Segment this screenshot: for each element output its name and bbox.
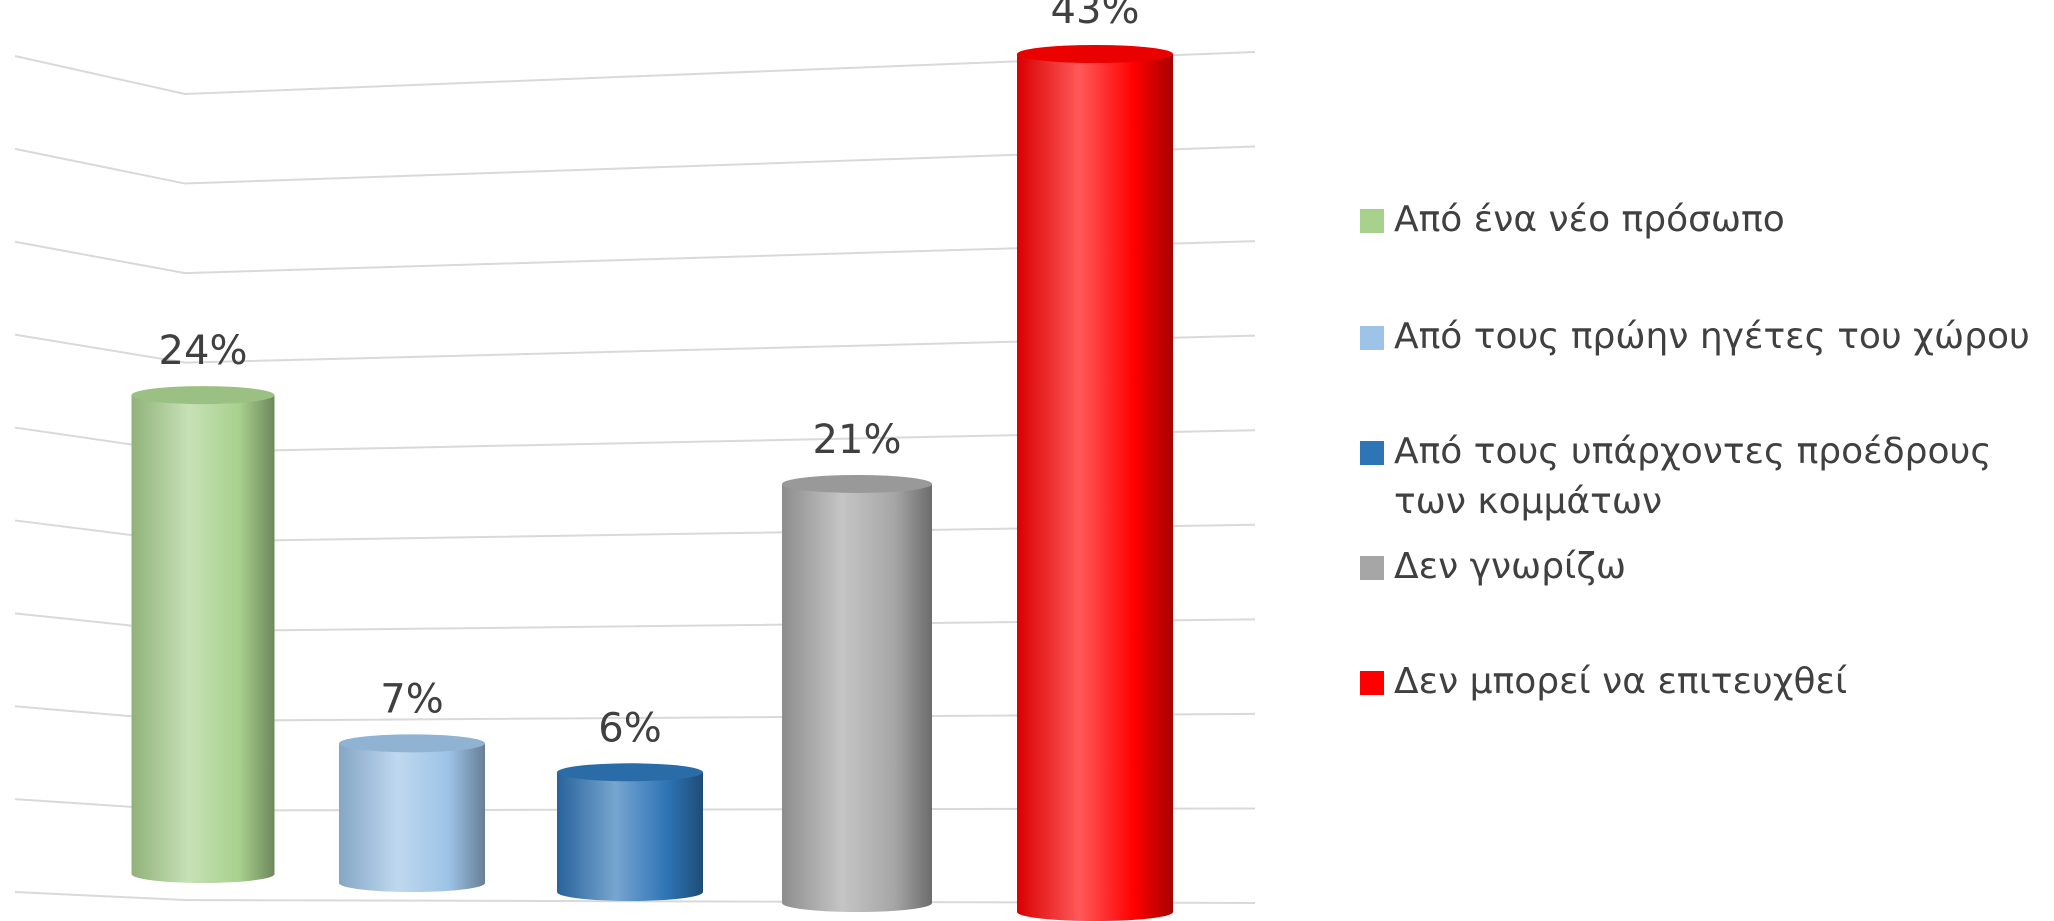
legend-item: Από ένα νέο πρόσωπο xyxy=(1360,195,2040,245)
legend-swatch xyxy=(1360,209,1384,233)
bars xyxy=(131,45,1173,921)
bar xyxy=(782,483,932,912)
data-labels: 24% 7% 6% 21% 43% xyxy=(159,0,1140,751)
legend-item: Από τους πρώην ηγέτες του χώρου xyxy=(1360,312,2040,362)
gridline xyxy=(14,333,1256,364)
bar xyxy=(131,395,275,883)
legend-label: Από τους υπάρχοντες προέδρους των κομμάτ… xyxy=(1394,431,1992,522)
bar-top xyxy=(339,734,485,753)
bar-top xyxy=(557,763,703,782)
legend-swatch xyxy=(1360,441,1384,465)
legend-item: Δεν γνωρίζω xyxy=(1360,542,2040,592)
data-label: 43% xyxy=(1051,0,1140,33)
legend-swatch xyxy=(1360,556,1384,580)
legend-label: Δεν μπορεί να επιτευχθεί xyxy=(1394,661,1848,702)
data-label: 21% xyxy=(813,417,902,463)
legend-swatch xyxy=(1360,326,1384,350)
gridline xyxy=(14,51,1256,96)
bar-top xyxy=(131,386,275,405)
legend-swatch xyxy=(1360,671,1384,695)
bar xyxy=(557,772,703,901)
legend-item: Δεν μπορεί να επιτευχθεί xyxy=(1360,657,2040,707)
data-label: 6% xyxy=(598,705,661,751)
bar-top xyxy=(1017,45,1173,63)
data-label: 24% xyxy=(159,328,248,374)
bar-top xyxy=(782,474,932,493)
legend-label: Από τους πρώην ηγέτες του χώρου xyxy=(1394,316,2030,357)
data-label: 7% xyxy=(380,676,443,722)
legend: Από ένα νέο πρόσωπο Από τους πρώην ηγέτε… xyxy=(1360,195,2040,707)
legend-label: Δεν γνωρίζω xyxy=(1394,546,1626,587)
bar xyxy=(339,743,485,892)
legend-item: Από τους υπάρχοντες προέδρους των κομμάτ… xyxy=(1360,427,2040,527)
gridline xyxy=(14,145,1256,185)
legend-label: Από ένα νέο πρόσωπο xyxy=(1394,199,1785,240)
gridline xyxy=(14,240,1256,275)
bar xyxy=(1017,54,1173,921)
